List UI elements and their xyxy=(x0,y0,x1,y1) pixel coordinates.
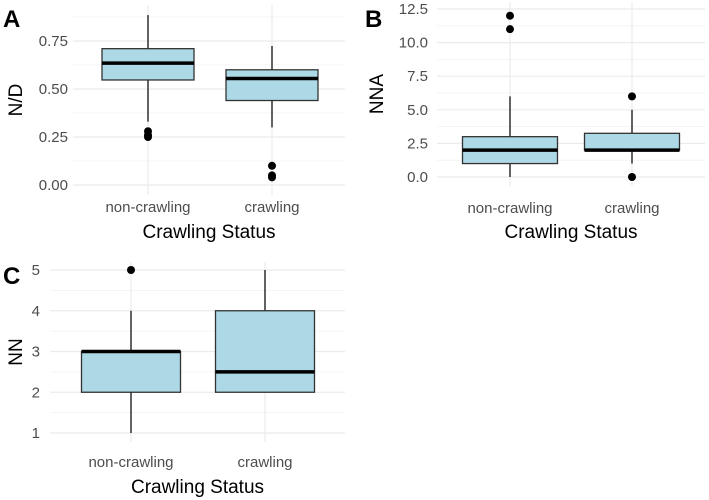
x-tick-label: non-crawling xyxy=(105,199,190,216)
y-axis-label: NNA xyxy=(367,74,388,114)
y-tick-label: 3 xyxy=(32,344,40,361)
box-non-crawling xyxy=(80,266,182,433)
y-tick-label: 7.5 xyxy=(407,68,428,85)
y-tick-label: 4 xyxy=(32,303,40,320)
y-tick-label: 0.25 xyxy=(39,129,68,146)
box-iqr xyxy=(80,350,182,393)
y-tick-label: 0.75 xyxy=(39,33,68,50)
y-tick-label: 5.0 xyxy=(407,102,428,119)
panel-label: B xyxy=(365,6,382,33)
y-tick-label: 0.0 xyxy=(407,169,428,186)
x-tick-label: crawling xyxy=(237,454,292,471)
box-iqr xyxy=(583,132,681,151)
y-tick-label: 2 xyxy=(32,384,40,401)
outlier-point xyxy=(628,92,636,101)
outlier-point xyxy=(268,161,276,170)
y-axis-label: NN xyxy=(6,338,27,365)
panel-label: A xyxy=(3,6,20,33)
box-iqr xyxy=(225,69,319,102)
box-crawling xyxy=(214,270,316,393)
box-iqr xyxy=(214,310,316,393)
outlier-point xyxy=(127,266,135,274)
x-tick-label: non-crawling xyxy=(467,200,552,217)
box-crawling xyxy=(225,45,319,182)
y-axis-label: N/D xyxy=(6,84,27,117)
y-tick-label: 12.5 xyxy=(399,1,428,18)
outlier-point xyxy=(268,173,276,182)
x-tick-label: non-crawling xyxy=(88,454,173,471)
x-axis-label: Crawling Status xyxy=(504,222,637,243)
panel-b: 0.0 2.5 5.0 7.5 10.0 12.5 non-crawling crawling… xyxy=(365,1,705,243)
outlier-point xyxy=(506,25,514,34)
y-tick-label: 0.00 xyxy=(39,177,68,194)
outlier-point xyxy=(144,133,152,141)
box-non-crawling xyxy=(101,15,195,141)
x-axis-label: Crawling Status xyxy=(131,477,264,498)
y-tick-label: 10.0 xyxy=(399,35,428,52)
y-tick-label: 0.50 xyxy=(39,81,68,98)
box-crawling xyxy=(583,92,681,181)
y-tick-label: 2.5 xyxy=(407,135,428,152)
box-non-crawling xyxy=(461,11,559,177)
outlier-point xyxy=(628,173,636,181)
x-tick-label: crawling xyxy=(604,200,659,217)
panel-label: C xyxy=(3,263,20,290)
panel-a: 0.00 0.25 0.50 0.75 non-crawling crawling Craw… xyxy=(3,5,345,243)
y-tick-label: 5 xyxy=(32,262,40,279)
x-tick-label: crawling xyxy=(244,199,299,216)
panel-c: 1 2 3 4 5 non-crawling crawling Crawling Status… xyxy=(3,262,345,498)
outlier-point xyxy=(506,11,514,20)
y-tick-label: 1 xyxy=(32,425,40,442)
x-axis-label: Crawling Status xyxy=(142,222,275,243)
